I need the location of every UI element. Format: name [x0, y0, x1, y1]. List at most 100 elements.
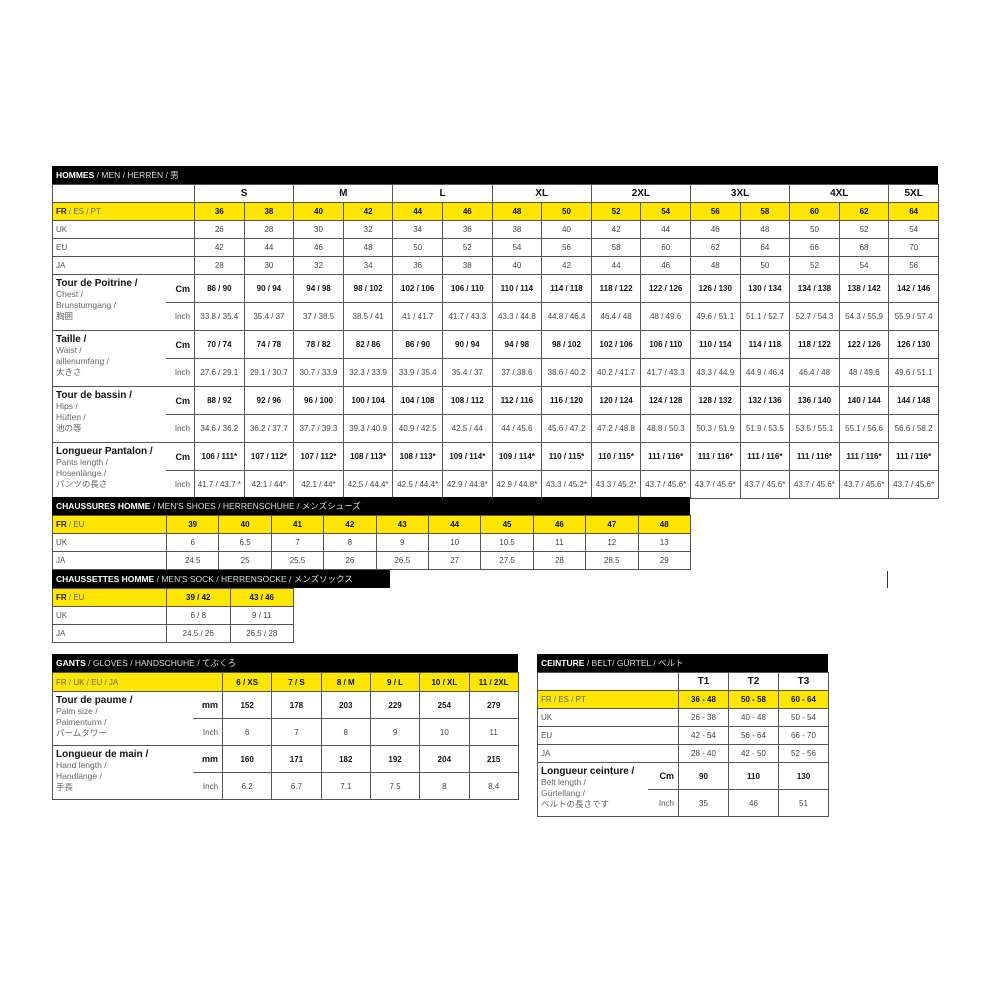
shoes-key-size-cell: 39 [165, 515, 220, 534]
men-measure-name: Taille / Waist / aillenumfang / 大きさ [52, 330, 166, 387]
men-measure-cell: 43.3 / 45.2* [590, 470, 642, 499]
men-section-title: HOMMES / MEN / HERREN / 男 [52, 166, 938, 184]
men-measure-cell: 44 / 45.6 [491, 414, 543, 443]
men-size-cell: 48 [342, 238, 394, 257]
men-measure-cell: 102 / 106 [590, 330, 642, 359]
men-size-group-s: S [193, 184, 295, 203]
men-size-cell: 28 [194, 256, 245, 275]
men-size-cell: 58 [590, 238, 642, 257]
men-measure-cell: 41.7 / 43.3 [640, 358, 691, 387]
gloves-measure-name-line: Palmenturm / [56, 717, 107, 727]
gloves-measure-cell: 279 [468, 691, 519, 719]
belt-measure-row-imperial: Inch 35 46 51 [538, 789, 829, 817]
men-size-cell: 54 [838, 256, 890, 275]
shoes-size-cell: 26 [323, 551, 377, 570]
gloves-measure-row-metric: Tour de paume / Palm size / Palmenturm / パー… [52, 691, 519, 746]
men-measure-cell: 41.7 / 43.7 * [194, 470, 245, 499]
men-measure-cell: 47.2 / 48.8 [590, 414, 642, 443]
men-size-group-3xl: 3XL [689, 184, 791, 203]
men-measure-row-metric: Tour de bassin / Hips / Hüften / 池の等 Cm 88 / … [52, 386, 939, 443]
men-row-label: EU [52, 238, 195, 257]
men-measure-cell: 46.4 / 48 [590, 302, 642, 331]
gloves-measure-cell: 182 [320, 745, 371, 773]
men-row-eu: EU 42 44 46 48 50 52 54 56 58 60 62 64 66 68 70 [52, 238, 939, 257]
men-measure-cell: 55.1 / 56.6 [838, 414, 890, 443]
men-measure-cell: 107 / 112* [293, 442, 344, 471]
men-key-size-cell: 64 [888, 202, 939, 221]
men-measure-name-line: 大きさ [56, 367, 82, 377]
gloves-measure-name-line: Handlänge / [56, 771, 102, 781]
belt-size-group-t1: T1 [678, 672, 729, 691]
men-measure-cell: 43.3 / 44.9 [689, 358, 741, 387]
men-key-size-cell: 40 [293, 202, 344, 221]
men-size-cell: 30 [243, 256, 295, 275]
shoes-row-uk: UK 6 6.5 7 8 9 10 10.5 11 12 13 [52, 533, 691, 552]
men-size-cell: 54 [888, 220, 939, 239]
belt-size-cell: 56 - 64 [728, 726, 779, 745]
men-size-cell: 52 [838, 220, 890, 239]
men-key-size-cell: 58 [739, 202, 791, 221]
gloves-measure-cell: 203 [320, 691, 371, 719]
shoes-size-cell: 28.5 [585, 551, 639, 570]
men-measure-cell: 90 / 94 [441, 330, 493, 359]
men-unit-label: Inch [165, 302, 195, 331]
men-measure-cell: 51.9 / 53.5 [739, 414, 791, 443]
men-measure-cell: 114 / 118 [739, 330, 791, 359]
men-measure-cell: 43.7 / 45.6* [838, 470, 890, 499]
men-measure-cell: 104 / 108 [392, 386, 443, 415]
socks-title-translations: / MEN'S SOCK / HERRENSOCKE / メンズソックス [154, 574, 353, 584]
shoes-size-cell: 13 [637, 533, 691, 552]
belt-size-cell: 26 - 38 [678, 708, 729, 727]
gloves-measure-cell: 192 [369, 745, 421, 773]
men-measure-row-metric: Longueur Pantalon / Pants length / Hosenlä… [52, 442, 939, 499]
men-key-size-cell: 42 [342, 202, 394, 221]
men-measure-name-line: パンツの長さ [56, 479, 108, 489]
men-measure-row-imperial: Inch 33.8 / 35.4 35.4 / 37 37 / 38.5 38.5 / … [53, 302, 939, 331]
gloves-title-bold: GANTS [56, 658, 86, 668]
men-size-cell: 32 [293, 256, 344, 275]
shoes-size-cell: 25.5 [270, 551, 325, 570]
men-measure-cell: 138 / 142 [838, 274, 890, 303]
men-measure-cell: 142 / 146 [888, 274, 939, 303]
gloves-size-table: GANTS / GLOVES / HANDSCHUHE / てぶくろ FR / U… [51, 654, 519, 800]
men-measure-cell: 88 / 92 [194, 386, 245, 415]
socks-title-bold: CHAUSSETTES HOMME [56, 574, 155, 584]
men-size-cell: 50 [739, 256, 791, 275]
gloves-measure-cell: 6 [222, 718, 273, 746]
socks-row-ja: JA 24.5 / 26 26.5 / 28 [52, 624, 294, 643]
gloves-measure-row-metric: Longueur de main / Hand length / Handlänge… [52, 745, 519, 800]
men-size-group-2xl: 2XL [590, 184, 691, 203]
socks-size-cell: 6 / 8 [166, 606, 231, 625]
men-size-cell: 42 [541, 256, 592, 275]
belt-measure-name-line: Longueur ceinture / [541, 766, 635, 777]
belt-key-size-cell: 50 - 58 [728, 690, 779, 709]
men-measure-name-line: Hosenlänge / [56, 468, 107, 478]
shoes-section-title: CHAUSSURES HOMME / MEN'S SHOES / HERRENS… [52, 497, 690, 515]
socks-key-row: FR / EU 39 / 42 43 / 46 [52, 588, 294, 607]
men-measure-cell: 110 / 115* [590, 442, 642, 471]
men-size-cell: 42 [590, 220, 642, 239]
shoes-key-size-cell: 40 [218, 515, 272, 534]
shoes-size-cell: 6 [165, 533, 220, 552]
shoes-size-cell: 9 [375, 533, 429, 552]
belt-measure-cell: 46 [728, 789, 779, 817]
men-size-cell: 36 [392, 256, 443, 275]
men-size-cell: 32 [342, 220, 394, 239]
belt-row-ja: JA 28 - 40 42 - 50 52 - 56 [537, 744, 829, 763]
men-measure-cell: 114 / 118 [541, 274, 592, 303]
men-measure-name-line: aillenumfang / [56, 356, 109, 366]
men-measure-cell: 54.3 / 55.9 [838, 302, 890, 331]
belt-size-cell: 42 - 54 [678, 726, 729, 745]
men-measure-name-line: Taille / [56, 334, 87, 345]
men-measure-cell: 39.3 / 40.9 [342, 414, 394, 443]
men-measure-cell: 70 / 74 [194, 330, 245, 359]
men-measure-cell: 55.9 / 57.4 [888, 302, 939, 331]
men-measure-cell: 41.7 / 43.3 [441, 302, 493, 331]
men-measure-name: Tour de Poitrine / Chest / Brunstumgang / 胸… [52, 274, 166, 331]
men-measure-name-line: Hüften / [56, 412, 86, 422]
men-measure-cell: 86 / 90 [392, 330, 443, 359]
gloves-title-translations: / GLOVES / HANDSCHUHE / てぶくろ [85, 658, 236, 668]
men-measure-row-imperial: Inch 41.7 / 43.7 * 42.1 / 44* 42.1 / 44* 42.… [53, 470, 939, 499]
men-size-cell: 34 [342, 256, 394, 275]
